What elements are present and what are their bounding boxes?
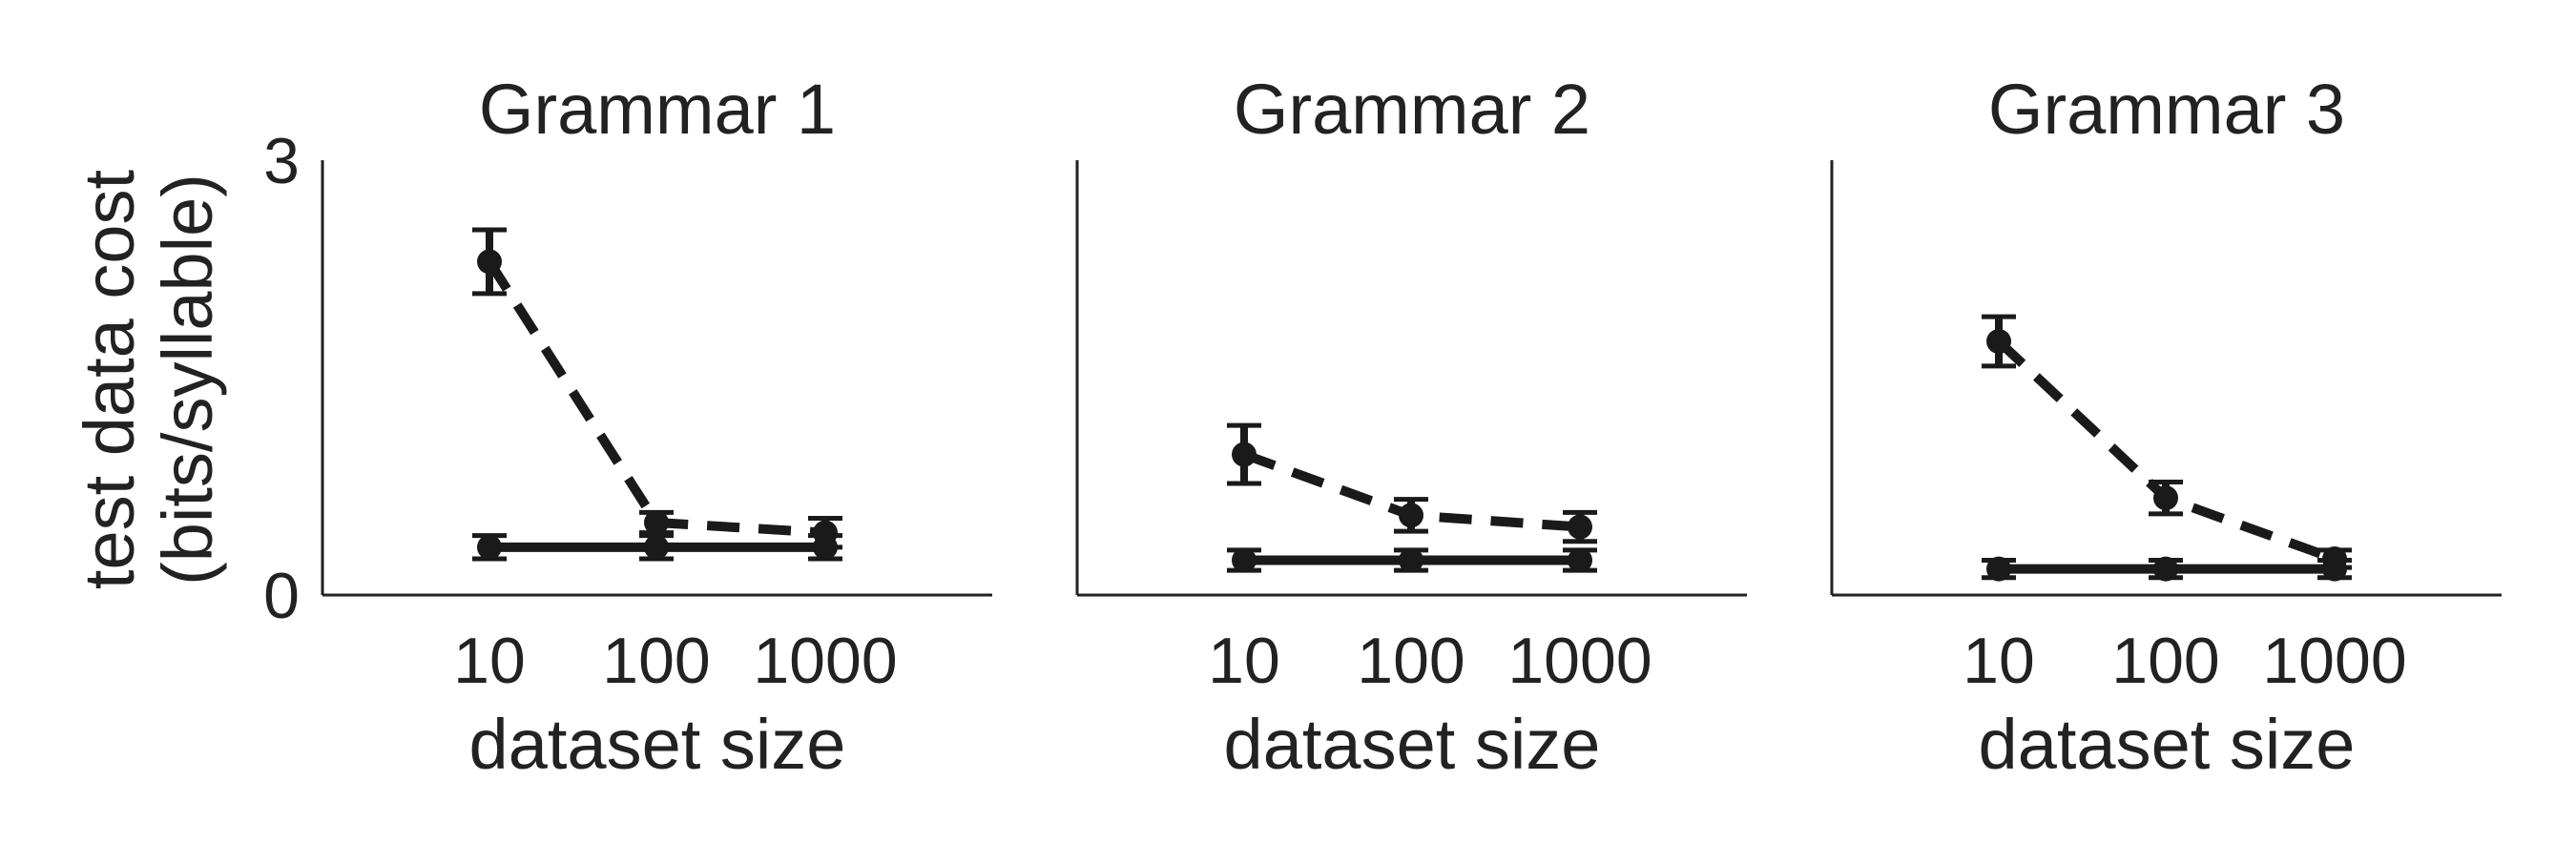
- series-dashed: [1982, 314, 2352, 571]
- x-tick-label: 1000: [753, 625, 897, 697]
- y-tick-label: 3: [263, 125, 300, 197]
- x-axis-label: dataset size: [469, 705, 846, 784]
- data-point: [477, 249, 502, 275]
- data-point: [1568, 514, 1592, 540]
- x-axis-label: dataset size: [1979, 705, 2356, 784]
- data-point: [1232, 547, 1257, 573]
- data-point: [2153, 485, 2178, 511]
- x-tick-label: 100: [1357, 625, 1465, 697]
- series-dashed: [1227, 422, 1597, 545]
- x-tick-label: 10: [1208, 625, 1280, 697]
- y-tick-label: 0: [263, 560, 300, 632]
- x-axis-label: dataset size: [1224, 705, 1601, 784]
- y-axis-label-line2: (bits/syllable): [148, 174, 227, 586]
- panel-title: Grammar 2: [1234, 70, 1590, 149]
- panel-title: Grammar 1: [479, 70, 836, 149]
- y-axis-label-line1: test data cost: [70, 169, 149, 589]
- data-point: [1232, 442, 1257, 467]
- data-point: [2153, 556, 2178, 582]
- series-dashed: [472, 227, 842, 550]
- x-tick-label: 1000: [2262, 625, 2406, 697]
- panel-2: Grammar 2 10 100 1000 dataset size: [1075, 70, 1747, 784]
- data-point: [644, 534, 669, 560]
- data-point: [1986, 329, 2011, 354]
- x-tick-label: 100: [2111, 625, 2219, 697]
- data-point: [1568, 547, 1592, 573]
- series-line: [485, 258, 826, 538]
- panel-title: Grammar 3: [1988, 70, 2345, 149]
- panel-3: Grammar 3 10 100 1000 dataset size: [1830, 70, 2502, 784]
- series-solid: [1982, 556, 2352, 582]
- x-tick-label: 100: [602, 625, 710, 697]
- series-solid: [1227, 547, 1597, 573]
- x-tick-label: 10: [453, 625, 526, 697]
- data-point: [813, 534, 838, 560]
- data-point: [1399, 503, 1423, 528]
- y-axis-label: test data cost (bits/syllable): [70, 169, 227, 589]
- series-line: [1995, 338, 2337, 564]
- data-point: [1399, 547, 1423, 573]
- panel-1: Grammar 1 0 3 10 100 1000 dataset size: [263, 70, 992, 784]
- data-point: [644, 510, 669, 535]
- x-tick-label: 10: [1963, 625, 2035, 697]
- series-solid: [472, 533, 842, 562]
- x-tick-label: 1000: [1507, 625, 1652, 697]
- data-point: [1986, 556, 2011, 582]
- data-point: [477, 534, 502, 560]
- data-point: [2322, 556, 2347, 582]
